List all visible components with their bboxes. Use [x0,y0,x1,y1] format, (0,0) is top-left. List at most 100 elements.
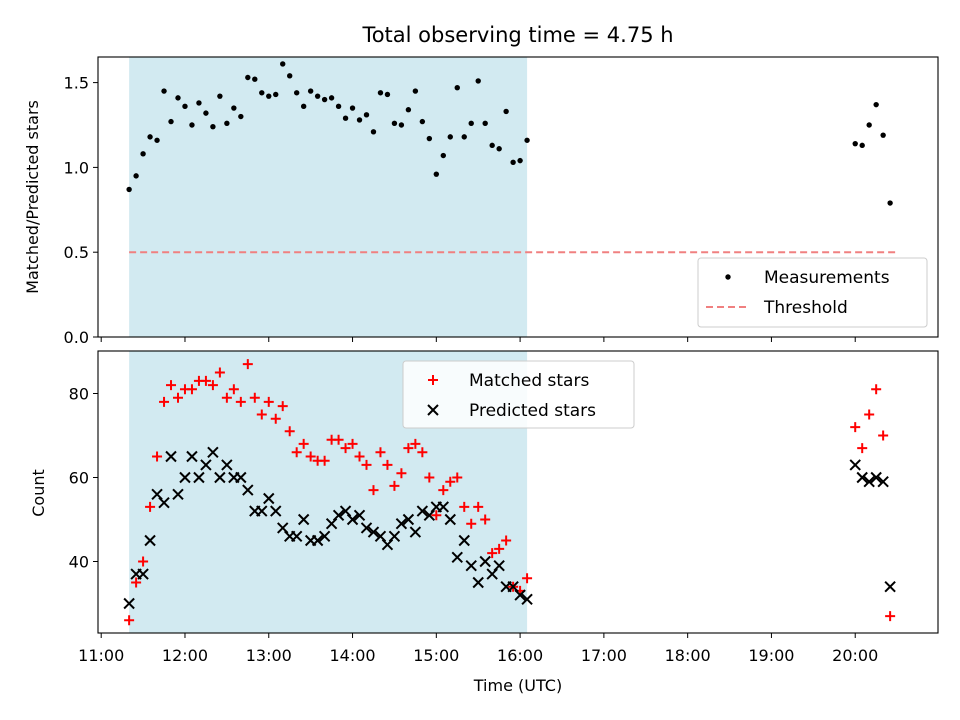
predicted-stars-point [437,501,450,513]
top-chart-title: Total observing time = 4.75 h [361,23,673,47]
x-tick-label: 11:00 [78,646,124,665]
predicted-stars-point [849,459,861,471]
predicted-stars-point [193,471,205,484]
matched-stars-point [291,447,302,458]
measurements-point [349,105,356,111]
matched-stars-point [396,468,407,479]
predicted-stars-point [214,471,226,484]
measurements-point [231,105,237,111]
threshold-legend-label: Threshold [763,298,848,318]
measurements-point [321,96,328,103]
measurements-point [287,73,293,79]
matched-stars-point [375,447,386,458]
matched-stars-point [200,375,211,386]
predicted-stars-point [290,530,303,543]
matched-stars-point [864,409,875,420]
measurements-point [245,74,251,81]
measurements-point [161,88,167,94]
predicted-stars-point [242,484,254,496]
matched-stars-point [417,447,428,458]
predicted-stars-point [207,446,219,459]
matched-stars-point [340,443,351,454]
measurements-point [454,84,460,91]
top-panel: 0.0 0.5 1.0 1.5 Measurements Threshold [64,56,939,347]
measurements-point [314,93,321,99]
bottom-axes-frame [97,350,939,634]
matched-stars-point [242,359,253,370]
predicted-stars-point [179,471,191,484]
x-tick-label: 13:00 [246,646,292,665]
matched-stars-point [256,409,267,420]
predicted-stars-point [416,505,429,517]
measurements-point [419,118,426,125]
measurements-point [280,61,286,67]
measurements-point [398,122,405,128]
matched-stars-point [284,426,295,437]
predicted-stars-point [493,559,505,572]
top-y-tick-label: 1.0 [64,158,89,177]
predicted-stars-point [479,555,491,568]
matched-stars-point [850,422,861,433]
measurements-point [461,134,467,140]
measurements-point [433,171,440,177]
predicted-stars-point [870,471,882,484]
measurements-point [517,157,523,164]
predicted-stars-point [465,559,477,572]
measurements-point [503,108,509,115]
predicted-stars-point [472,576,484,589]
matched-stars-point [445,476,456,487]
predicted-stars-point [367,526,380,538]
predicted-stars-point [507,580,519,593]
matched-stars-point [459,501,470,512]
matched-stars-point [361,459,372,470]
predicted-stars-point [423,509,436,522]
measurements-point [482,120,488,127]
matched-stars-point [207,380,218,391]
measurements-point [873,101,879,108]
matched-stars-point [522,573,533,584]
predicted-stars-legend-marker [427,404,439,416]
measurements-point [405,107,412,113]
measurements-point [496,146,502,152]
predicted-stars-point [444,513,456,526]
matched-stars-point [431,510,442,521]
predicted-stars-point [409,526,422,538]
matched-stars-point [152,451,163,462]
top-y-axis-label: Matched/Predicted stars [23,100,42,294]
measurements-point [328,95,335,101]
predicted-stars-point [165,450,177,463]
bottom-panel: 40 60 80 11:00 12:00 13:00 14:00 15:00 16:00 17:0… [69,350,939,665]
predicted-stars-point [277,522,289,534]
top-legend [697,257,928,328]
measurements-point [175,95,181,101]
matched-stars-point [347,438,358,449]
measurements-point [377,90,384,96]
measurements-point [489,142,495,149]
top-y-tick-label: 1.5 [64,74,89,93]
matched-stars-point [487,548,498,559]
predicted-stars-point [311,534,324,547]
measurements-point [154,137,160,143]
x-tick-label: 12:00 [162,646,208,665]
bottom-y-axis-label: Count [29,469,48,517]
bottom-y-tick-label: 40 [69,553,89,572]
predicted-stars-point [297,513,310,526]
bottom-legend [402,360,635,429]
bottom-y-tick-label: 60 [69,469,89,488]
measurements-point [189,122,195,128]
measurements-point [440,152,447,159]
x-tick-label: 18:00 [665,646,711,665]
predicted-stars-point [186,450,198,463]
predicted-stars-point [856,471,868,484]
measurements-point [852,140,858,147]
predicted-stars-point [381,538,394,551]
matched-stars-point [235,396,246,407]
matched-stars-point [131,577,142,588]
measurements-point [412,88,419,94]
matched-stars-point [354,451,365,462]
predicted-stars-point [200,459,212,471]
bottom-y-tick-label: 80 [69,385,89,404]
measurements-point [238,113,244,120]
measurements-point [168,118,174,125]
matched-stars-point [382,459,393,470]
